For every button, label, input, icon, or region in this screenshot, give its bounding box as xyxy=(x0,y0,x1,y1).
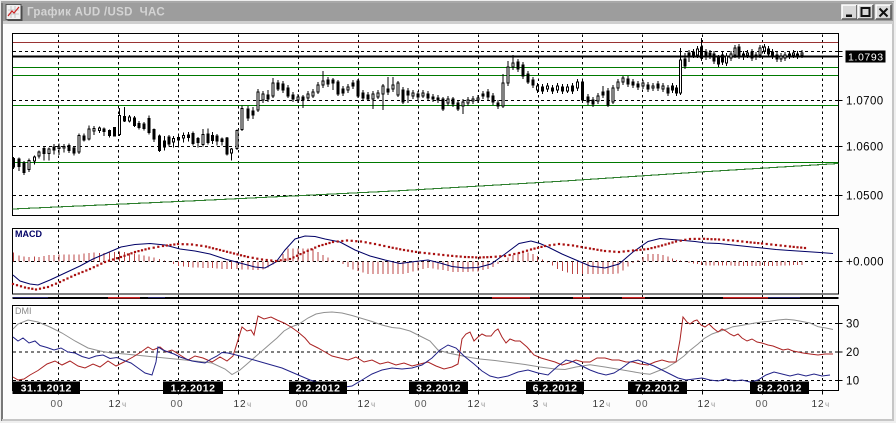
svg-text:ч: ч xyxy=(371,400,375,409)
svg-text:00: 00 xyxy=(635,399,648,410)
svg-text:12: 12 xyxy=(592,399,605,410)
svg-text:00: 00 xyxy=(414,399,427,410)
svg-text:12: 12 xyxy=(357,399,370,410)
svg-text:ч: ч xyxy=(481,400,485,409)
svg-text:7.2.2012: 7.2.2012 xyxy=(635,383,680,395)
svg-text:График AUD /USD ЧАС: График AUD /USD ЧАС xyxy=(27,7,165,19)
svg-text:DMI: DMI xyxy=(15,306,32,316)
svg-text:12: 12 xyxy=(697,399,710,410)
svg-text:1.0700: 1.0700 xyxy=(846,96,884,108)
svg-text:6.2.2012: 6.2.2012 xyxy=(533,383,578,395)
svg-text:31.1.2012: 31.1.2012 xyxy=(21,383,72,395)
svg-text:ч: ч xyxy=(543,400,547,409)
svg-text:12: 12 xyxy=(108,399,121,410)
svg-text:00: 00 xyxy=(170,399,183,410)
svg-text:MACD: MACD xyxy=(15,229,42,239)
svg-text:10: 10 xyxy=(846,376,860,388)
svg-text:1.0793: 1.0793 xyxy=(848,52,884,64)
svg-text:12: 12 xyxy=(811,399,824,410)
svg-text:00: 00 xyxy=(295,399,308,410)
svg-text:ч: ч xyxy=(122,400,126,409)
svg-text:12: 12 xyxy=(233,399,246,410)
svg-text:ч: ч xyxy=(711,400,715,409)
svg-text:3: 3 xyxy=(533,399,540,410)
svg-text:+0.000: +0.000 xyxy=(846,256,884,268)
svg-text:00: 00 xyxy=(755,399,768,410)
svg-text:30: 30 xyxy=(846,319,860,331)
svg-text:1.0500: 1.0500 xyxy=(846,191,884,203)
svg-text:00: 00 xyxy=(50,399,63,410)
svg-text:20: 20 xyxy=(846,347,860,359)
svg-text:ч: ч xyxy=(825,400,829,409)
svg-text:ч: ч xyxy=(606,400,610,409)
svg-text:3.2.2012: 3.2.2012 xyxy=(416,383,461,395)
svg-text:1.0600: 1.0600 xyxy=(846,142,884,154)
svg-text:2.2.2012: 2.2.2012 xyxy=(296,383,341,395)
svg-text:1.2.2012: 1.2.2012 xyxy=(171,383,216,395)
svg-text:8.2.2012: 8.2.2012 xyxy=(757,383,802,395)
svg-text:ч: ч xyxy=(247,400,251,409)
svg-text:12: 12 xyxy=(467,399,480,410)
